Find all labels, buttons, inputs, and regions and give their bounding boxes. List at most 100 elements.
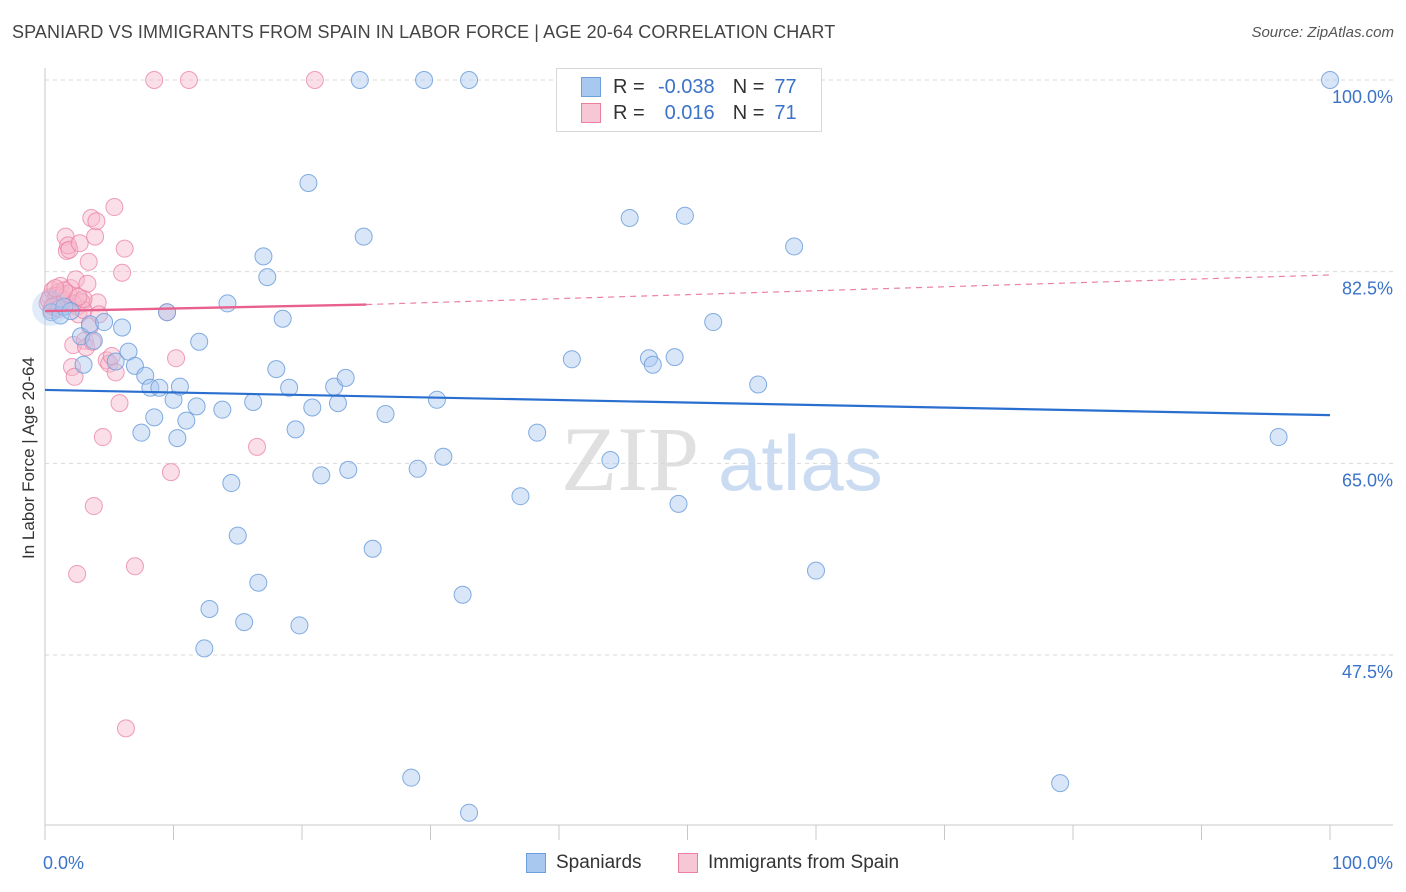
y-tick-label: 100.0% xyxy=(1332,87,1393,107)
pink-point xyxy=(82,209,101,227)
legend-row-spaniards: R = -0.038 N = 77 xyxy=(581,75,797,99)
pink-point xyxy=(145,71,164,89)
pink-point xyxy=(60,240,79,259)
blue-point xyxy=(643,355,662,374)
blue-point xyxy=(312,466,331,485)
legend-n-label: N = xyxy=(732,75,765,98)
x-tick-label: 100.0% xyxy=(1332,853,1393,873)
blue-point xyxy=(168,429,187,448)
blue-point xyxy=(453,585,472,604)
blue-point xyxy=(434,447,453,466)
watermark-atlas: atlas xyxy=(718,419,883,507)
pink-point xyxy=(69,287,88,306)
blue-point xyxy=(267,360,286,379)
correlation-legend: R = -0.038 N = 77 R = 0.016 N = 71 xyxy=(556,68,822,132)
blue-point xyxy=(408,459,427,478)
blue-point xyxy=(106,352,125,371)
pink-point xyxy=(113,263,132,282)
blue-point xyxy=(511,487,530,506)
blue-point xyxy=(339,460,358,479)
blue-point xyxy=(95,313,114,332)
pink-point xyxy=(78,274,97,293)
series-legend-spaniards: Spaniards xyxy=(526,852,642,874)
blue-point xyxy=(145,408,164,427)
series-legend-label: Spaniards xyxy=(556,852,642,873)
blue-point xyxy=(136,366,155,385)
immigrants-trendline-extension xyxy=(366,274,1331,306)
legend-swatch-blue xyxy=(581,77,601,97)
blue-point xyxy=(74,355,93,374)
y-tick-label: 47.5% xyxy=(1342,662,1393,682)
legend-row-immigrants: R = 0.016 N = 71 xyxy=(581,101,797,125)
trendlines xyxy=(44,274,1331,417)
y-tick-label: 82.5% xyxy=(1342,279,1393,299)
legend-n-value: 77 xyxy=(774,75,797,98)
pink-point xyxy=(105,198,124,217)
blue-point xyxy=(601,451,620,470)
blue-point xyxy=(303,398,322,417)
blue-point xyxy=(807,561,825,580)
pink-point xyxy=(86,227,105,246)
blue-point xyxy=(222,474,241,493)
blue-point xyxy=(363,539,382,558)
pink-point xyxy=(70,234,89,253)
blue-point xyxy=(675,206,694,225)
series-legend-label: Immigrants from Spain xyxy=(708,852,900,873)
pink-point xyxy=(84,497,103,516)
pink-point xyxy=(115,239,134,258)
blue-point xyxy=(427,390,446,409)
blue-point xyxy=(228,526,247,545)
immigrants-trendline xyxy=(44,303,367,313)
pink-point xyxy=(66,270,85,289)
blue-point xyxy=(113,318,132,337)
pink-point xyxy=(93,428,112,447)
blue-point xyxy=(235,613,254,632)
blue-point xyxy=(254,247,273,266)
pink-point xyxy=(65,367,84,386)
source-label: Source: ZipAtlas.com xyxy=(1251,24,1394,41)
y-axis-label: In Labor Force | Age 20-64 xyxy=(19,357,38,559)
blue-point xyxy=(1051,774,1070,793)
x-tick-label: 0.0% xyxy=(43,853,84,873)
pink-point xyxy=(248,437,267,456)
pink-point xyxy=(125,557,144,576)
blue-point xyxy=(669,494,688,513)
blue-point xyxy=(749,375,768,394)
blue-point xyxy=(164,390,183,409)
watermark-zip: ZIP xyxy=(561,408,699,510)
legend-swatch-pink xyxy=(581,103,601,123)
legend-r-value: 0.016 xyxy=(664,101,715,124)
blue-point xyxy=(249,573,268,592)
pink-points xyxy=(38,71,324,738)
blue-point xyxy=(620,209,639,227)
blue-point xyxy=(158,303,177,322)
legend-r-value: -0.038 xyxy=(657,75,715,98)
pink-point xyxy=(83,332,102,351)
legend-r-label: R = xyxy=(613,101,645,124)
blue-cluster xyxy=(32,289,69,326)
blue-point xyxy=(177,411,196,430)
blue-point xyxy=(170,377,189,396)
axes xyxy=(44,68,1393,840)
tick-labels: 100.0% 82.5% 65.0% 47.5% 0.0% 100.0% xyxy=(43,87,1393,873)
blue-point xyxy=(286,420,305,439)
blue-point xyxy=(150,378,169,397)
blue-point xyxy=(213,400,232,419)
blue-point xyxy=(328,394,347,413)
blue-point xyxy=(280,378,299,397)
blue-point xyxy=(195,639,214,658)
blue-point xyxy=(258,268,277,287)
y-tick-label: 65.0% xyxy=(1342,470,1393,490)
pink-point xyxy=(179,71,198,89)
blue-point xyxy=(460,803,479,822)
blue-point xyxy=(290,616,309,635)
blue-point xyxy=(415,71,434,89)
pink-point xyxy=(167,349,186,368)
blue-point xyxy=(665,348,684,367)
pink-point xyxy=(161,463,180,482)
chart-title: SPANIARD VS IMMIGRANTS FROM SPAIN IN LAB… xyxy=(12,22,836,42)
blue-point xyxy=(402,768,421,787)
series-legend-immigrants: Immigrants from Spain xyxy=(678,852,899,874)
blue-point xyxy=(785,237,804,256)
